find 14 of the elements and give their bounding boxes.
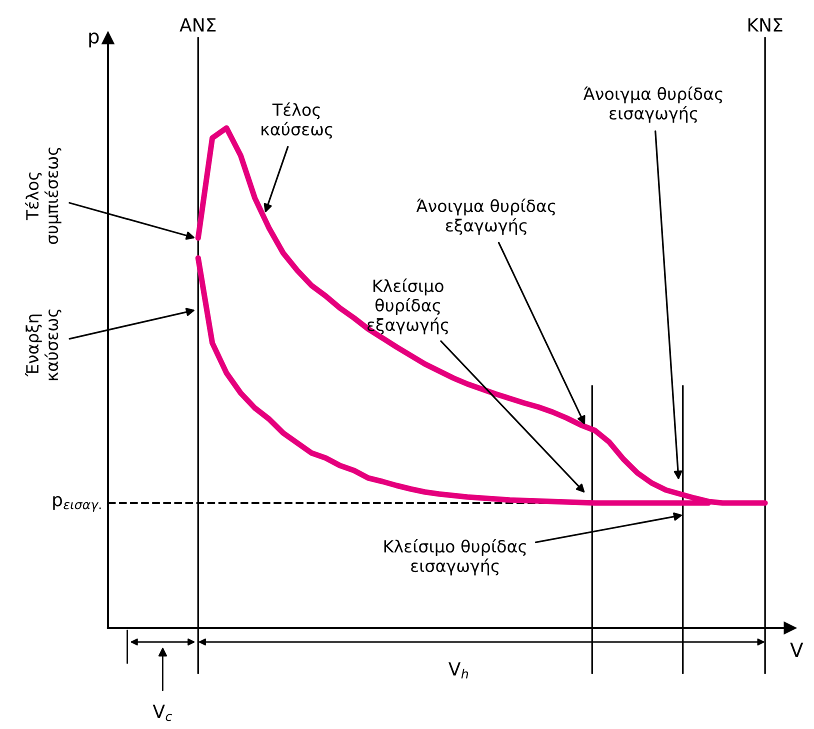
text: Άνοιγμα θυρίδας εισαγωγής — [583, 86, 722, 123]
annotation: Άνοιγμα θυρίδας εξαγωγής — [416, 198, 556, 235]
text: V$_{c}$ — [152, 704, 172, 722]
x-tick-label: ΑΝΣ — [180, 18, 216, 32]
annotation: Κλείσιμο θυρίδας εξαγωγής — [368, 278, 448, 334]
x-axis-title: V — [790, 642, 804, 657]
annotation: Τέλος καύσεως — [262, 102, 332, 139]
text: V$_{h}$ — [448, 662, 468, 678]
text: Έναρξη καύσεως — [25, 310, 62, 380]
text: Τέλος συμπιέσεως — [25, 148, 62, 244]
x-tick-label: ΚΝΣ — [748, 18, 782, 32]
y-axis-title: p — [89, 32, 99, 48]
ref-line-label: p$_{εισαγ.}$ — [53, 496, 101, 512]
annotation: Κλείσιμο θυρίδας εισαγωγής — [384, 539, 526, 576]
